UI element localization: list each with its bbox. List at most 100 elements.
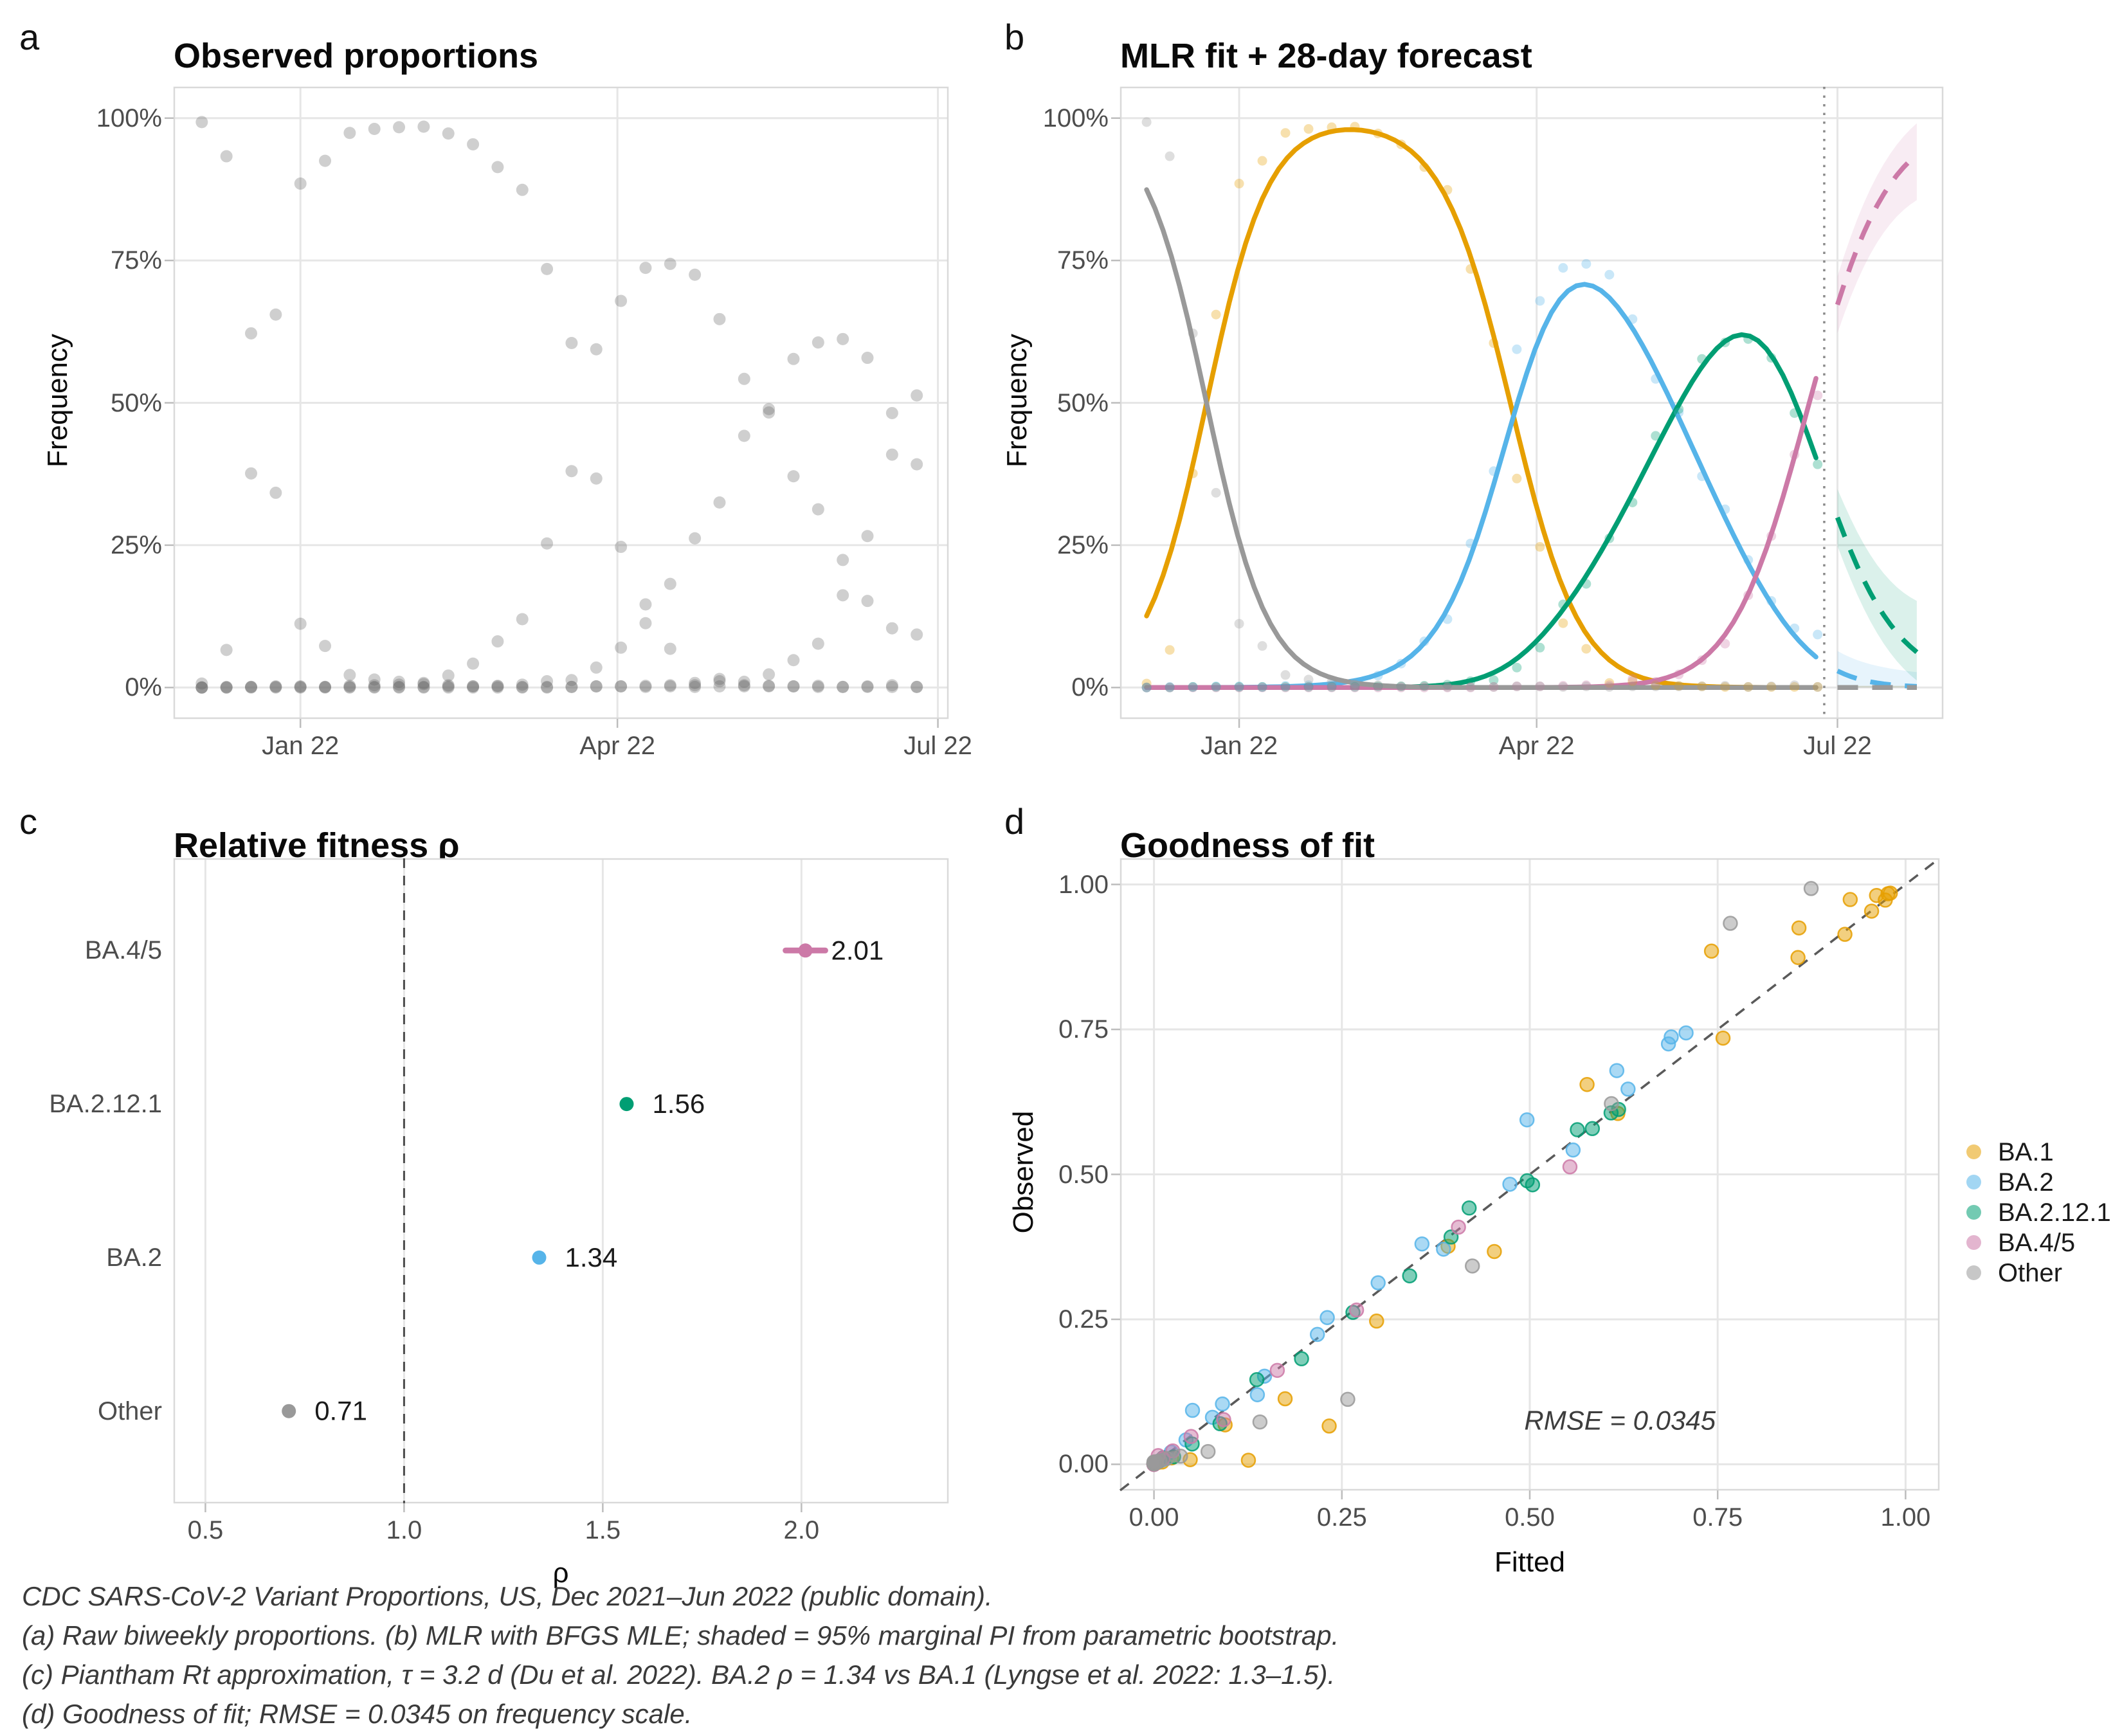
y-tick-c-BA.2.12.1: BA.2.12.1 <box>49 1090 162 1119</box>
x-tick-c-2.0: 2.0 <box>783 1516 820 1544</box>
legend-swatch-icon <box>1966 1175 1981 1189</box>
fitness-row-BA.2: 1.34 <box>532 1242 618 1272</box>
fitness-value-label: 1.56 <box>652 1089 705 1119</box>
fit-line-BA.1 <box>1144 127 1818 691</box>
x-tick-d-0.75: 0.75 <box>1692 1503 1743 1532</box>
x-tick-b-Jul 22: Jul 22 <box>1803 732 1872 760</box>
legend-swatch-icon <box>1966 1265 1981 1280</box>
legend-swatch-icon <box>1966 1144 1981 1159</box>
fit-line-Other <box>1144 187 1818 691</box>
x-axis-title-c: ρ <box>552 1557 569 1589</box>
forecast-band-BA.2.12.1 <box>1837 489 1917 681</box>
panel-a-title: Observed proportions <box>174 37 539 75</box>
legend-item-BA.4/5: BA.4/5 <box>1966 1227 2111 1258</box>
axis-ticks <box>165 117 939 728</box>
x-tick-c-1.5: 1.5 <box>585 1516 621 1544</box>
panel-tag-d: d <box>1004 801 1025 842</box>
forecast-line-BA.2 <box>1836 669 1918 689</box>
x-tick-b-Jan 22: Jan 22 <box>1200 732 1278 760</box>
y-tick-d-0.75: 0.75 <box>1058 1015 1109 1044</box>
legend-label: BA.4/5 <box>1998 1228 2076 1257</box>
y-tick-c-BA.4/5: BA.4/5 <box>84 936 162 965</box>
variant-legend: BA.1 BA.2 BA.2.12.1 BA.4/5 Other <box>1966 1137 2111 1288</box>
plot-area-relative-fitness: 2.01 1.56 1.34 0.71 <box>173 858 949 1512</box>
legend-item-BA.2: BA.2 <box>1966 1167 2111 1197</box>
x-axis-title-d: Fitted <box>1494 1546 1566 1578</box>
panel-b-title: MLR fit + 28-day forecast <box>1120 37 1532 75</box>
chart-svg-b <box>1111 86 1944 728</box>
legend-item-Other: Other <box>1966 1258 2111 1288</box>
panel-border <box>173 86 949 719</box>
gridlines <box>204 858 803 1503</box>
legend-swatch-icon <box>1966 1235 1981 1250</box>
plot-area-observed-proportions <box>165 86 949 728</box>
y-tick-b-25%: 25% <box>1056 530 1109 559</box>
fitness-value-label: 2.01 <box>831 935 884 965</box>
forecast-band-BA.4/5 <box>1837 123 1917 334</box>
fit-line-BA.4/5 <box>1144 375 1818 691</box>
plot-area-goodness-of-fit: RMSE = 0.0345 <box>1111 857 1941 1499</box>
legend-label: Other <box>1998 1258 2063 1287</box>
caption-line-source: CDC SARS-CoV-2 Variant Proportions, US, … <box>22 1581 993 1611</box>
forecast-line-BA.4/5 <box>1835 152 1919 306</box>
fitness-row-BA.2.12.1: 1.56 <box>619 1089 705 1119</box>
fit-line-BA.2 <box>1144 282 1818 691</box>
legend-label: BA.2 <box>1998 1168 2054 1197</box>
y-tick-75%: 75% <box>110 246 162 275</box>
x-tick-d-0.25: 0.25 <box>1316 1503 1367 1532</box>
legend-label: BA.2.12.1 <box>1998 1198 2111 1227</box>
axis-ticks <box>1111 117 1838 728</box>
fitness-row-BA.4/5: 2.01 <box>783 935 884 965</box>
y-tick-b-75%: 75% <box>1056 246 1109 275</box>
observed-points-gray <box>195 116 923 694</box>
y-tick-100%: 100% <box>96 104 162 132</box>
gridlines <box>174 87 948 719</box>
caption-line-a-b: (a) Raw biweekly proportions. (b) MLR wi… <box>22 1620 1339 1650</box>
chart-svg-a <box>165 86 949 728</box>
plot-area-mlr-fit-forecast <box>1111 86 1944 728</box>
x-tick-d-0.50: 0.50 <box>1505 1503 1555 1532</box>
panel-tag-c: c <box>19 801 37 842</box>
fit-vs-observed-points <box>1146 881 1898 1472</box>
x-tick-c-1.0: 1.0 <box>386 1516 422 1544</box>
x-tick-b-Apr 22: Apr 22 <box>1498 732 1575 760</box>
panel-border <box>173 858 949 1504</box>
panel-tag-a: a <box>19 17 40 57</box>
y-tick-50%: 50% <box>110 388 162 417</box>
x-tick-c-0.5: 0.5 <box>187 1516 224 1544</box>
legend-label: BA.1 <box>1998 1137 2054 1166</box>
y-tick-25%: 25% <box>110 530 162 559</box>
observed-points-colored <box>1141 117 1823 692</box>
y-tick-b-50%: 50% <box>1056 388 1109 417</box>
y-tick-d-0.25: 0.25 <box>1058 1305 1109 1334</box>
x-tick-d-1.00: 1.00 <box>1880 1503 1931 1532</box>
y-tick-b-0%: 0% <box>1071 673 1109 702</box>
x-tick-Apr 22: Apr 22 <box>579 732 656 760</box>
chart-svg-c: 2.01 1.56 1.34 0.71 <box>173 858 949 1512</box>
y-tick-c-Other: Other <box>97 1397 162 1425</box>
axis-ticks <box>1111 883 1907 1499</box>
x-tick-Jan 22: Jan 22 <box>262 732 340 760</box>
y-tick-d-0.00: 0.00 <box>1058 1450 1109 1479</box>
caption-line-c: (c) Piantham Rt approximation, τ = 3.2 d… <box>22 1659 1336 1690</box>
y-tick-d-1.00: 1.00 <box>1058 870 1109 899</box>
legend-item-BA.1: BA.1 <box>1966 1137 2111 1167</box>
chart-svg-d: RMSE = 0.0345 <box>1111 857 1941 1499</box>
fitness-value-label: 1.34 <box>565 1242 618 1272</box>
y-tick-d-0.50: 0.50 <box>1058 1160 1109 1189</box>
x-tick-Jul 22: Jul 22 <box>903 732 972 760</box>
x-tick-d-0.00: 0.00 <box>1129 1503 1179 1532</box>
rmse-annotation: RMSE = 0.0345 <box>1524 1405 1716 1435</box>
legend-item-BA.2.12.1: BA.2.12.1 <box>1966 1197 2111 1227</box>
figure-caption: CDC SARS-CoV-2 Variant Proportions, US, … <box>22 1583 1339 1736</box>
y-tick-c-BA.2: BA.2 <box>106 1243 162 1272</box>
fitness-value-label: 0.71 <box>314 1396 367 1426</box>
panel-border <box>1120 86 1944 719</box>
y-tick-0%: 0% <box>125 673 162 702</box>
axis-ticks <box>204 1503 803 1512</box>
forecast-line-BA.2.12.1 <box>1835 516 1919 655</box>
identity-line <box>1119 857 1941 1492</box>
forecast-band-BA.2 <box>1837 651 1917 688</box>
panel-tag-b: b <box>1004 17 1025 57</box>
